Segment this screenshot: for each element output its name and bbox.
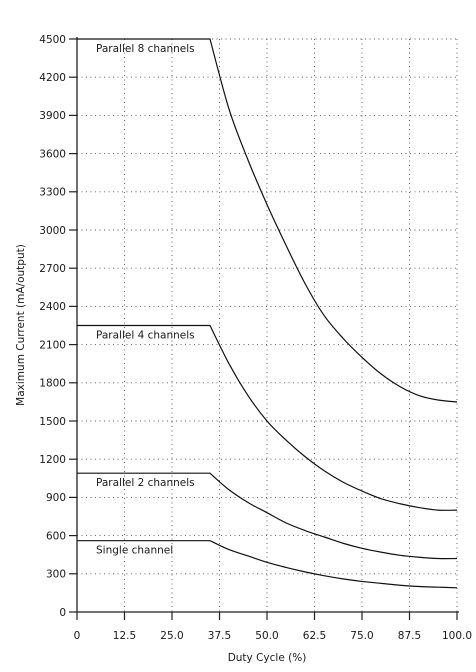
series-line [77,472,458,560]
axes: 0 300 600 900 1200 1500 1800 2100 2400 2700 3000 33… [39,34,472,642]
series-label: Single channel [96,545,173,557]
y-tick-label: 3600 [39,148,66,160]
y-tick-label: 300 [46,569,66,581]
series-line [77,324,458,511]
y-tick-label: 1500 [39,416,66,428]
x-tick-label: 12.5 [113,630,136,642]
y-tick-label: 4500 [39,34,66,46]
x-tick-label: 87.5 [398,630,421,642]
series-lines [77,38,458,589]
series-label: Parallel 2 channels [96,477,195,489]
series-label: Parallel 4 channels [96,330,195,342]
x-tick-label: 62.5 [303,630,326,642]
y-tick-label: 1200 [39,454,66,466]
x-tick-label: 25.0 [160,630,183,642]
y-tick-label: 3000 [39,225,66,237]
y-tick-label: 2700 [39,263,66,275]
series-label: Parallel 8 channels [96,43,195,55]
y-tick-label: 3900 [39,110,66,122]
y-tick-label: 2100 [39,339,66,351]
x-tick-label: 50.0 [255,630,278,642]
y-tick-label: 4200 [39,72,66,84]
series-line [77,540,458,589]
y-axis-title: Maximum Current (mA/output) [15,244,27,406]
x-tick-label: 75.0 [350,630,373,642]
x-tick-label: 0 [74,630,81,642]
x-tick-label: 100.0 [442,630,472,642]
grid [77,38,458,612]
y-tick-label: 900 [46,492,66,504]
x-tick-label: 37.5 [208,630,231,642]
y-tick-label: 0 [59,607,66,619]
y-tick-label: 3300 [39,187,66,199]
series-line [77,38,458,403]
y-tick-label: 600 [46,530,66,542]
y-tick-label: 1800 [39,378,66,390]
y-tick-label: 2400 [39,301,66,313]
x-axis-title: Duty Cycle (%) [228,652,307,664]
series-labels: Parallel 8 channels Parallel 4 channels Pa… [96,43,195,557]
